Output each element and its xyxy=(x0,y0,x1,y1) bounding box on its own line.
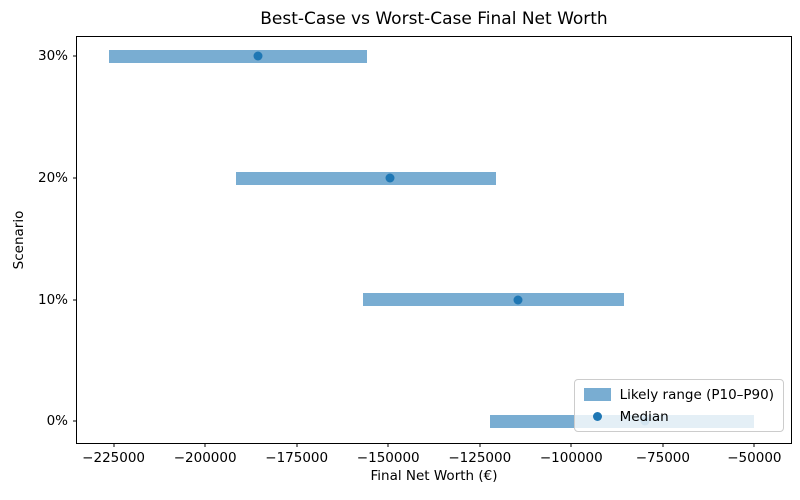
y-tick-mark xyxy=(73,299,77,301)
y-tick-label: 20% xyxy=(37,170,68,186)
range-bar xyxy=(108,49,368,63)
x-tick-label: −150000 xyxy=(356,450,420,466)
range-bar xyxy=(236,171,497,185)
legend: Likely range (P10–P90) Median xyxy=(573,379,784,432)
range-swatch-icon xyxy=(583,388,611,401)
x-tick-mark xyxy=(296,443,298,447)
x-tick-label: −200000 xyxy=(173,450,237,466)
legend-item-range: Likely range (P10–P90) xyxy=(583,386,774,403)
x-tick-mark xyxy=(662,443,664,447)
y-tick-label: 0% xyxy=(46,413,68,430)
legend-label-range: Likely range (P10–P90) xyxy=(619,386,774,403)
x-tick-label: −175000 xyxy=(265,450,329,466)
median-dot xyxy=(253,51,262,61)
y-tick-label: 30% xyxy=(37,48,68,65)
x-tick-mark xyxy=(204,443,206,447)
x-tick-mark xyxy=(570,443,572,447)
y-tick-mark xyxy=(73,55,77,57)
x-tick-label: −50000 xyxy=(727,450,782,466)
median-dot-icon xyxy=(592,412,602,421)
x-tick-mark xyxy=(387,443,389,447)
x-tick-mark xyxy=(479,443,481,447)
median-dot xyxy=(513,295,523,305)
plot-area: −225000 −200000 −175000 −150000 −125000 −1000… xyxy=(38,36,792,466)
y-tick-label: 10% xyxy=(37,291,68,308)
chart-title: Best-Case vs Worst-Case Final Net Worth xyxy=(260,9,608,29)
x-tick-label: −125000 xyxy=(448,450,512,466)
legend-item-median: Median xyxy=(584,408,774,425)
range-bar xyxy=(362,293,625,307)
median-dot xyxy=(385,173,395,183)
y-tick-mark xyxy=(73,177,77,179)
x-axis-label: Final Net Worth (€) xyxy=(370,468,498,484)
x-tick-label: −100000 xyxy=(539,450,603,466)
y-axis-label: Scenario xyxy=(11,210,27,270)
y-tick-mark xyxy=(73,420,77,422)
x-tick-label: −75000 xyxy=(635,450,690,466)
x-tick-label: −225000 xyxy=(82,450,146,466)
x-tick-mark xyxy=(753,443,755,447)
legend-label-median: Median xyxy=(619,408,669,425)
x-tick-mark xyxy=(113,443,115,447)
